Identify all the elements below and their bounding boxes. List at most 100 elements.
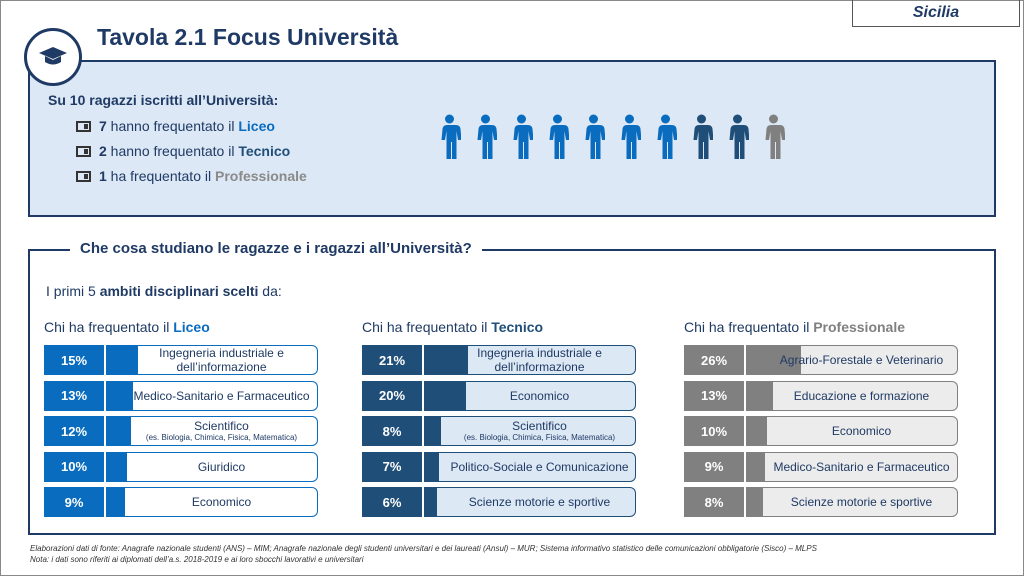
bar-fill [424,452,439,481]
percent-value: 12% [44,416,104,447]
discipline-row: 9% Medico-Sanitario e Farmaceutico [684,451,958,482]
discipline-row: 8% Scientifico (es. Biologia, Chimica, Fi… [362,416,636,447]
discipline-row: 26% Agrario-Forestale e Veterinario [684,345,958,375]
discipline-bar: Agrario-Forestale e Veterinario [746,345,958,375]
column-header: Chi ha frequentato il Tecnico [362,319,544,335]
bar-fill [746,452,765,481]
discipline-bar: Politico-Sociale e Comunicazione [424,451,636,482]
discipline-label: Politico-Sociale e Comunicazione [450,459,629,474]
bar-fill [106,417,132,446]
bar-fill [746,346,801,374]
percent-value: 15% [44,345,104,375]
book-icon [76,170,91,182]
person-icon [621,114,641,159]
percent-value: 13% [684,380,744,411]
discipline-bar: Economico [746,416,958,447]
discipline-row: 7% Politico-Sociale e Comunicazione [362,451,636,482]
summary-item: 2 hanno frequentato il Tecnico [76,143,290,159]
summary-item: 7 hanno frequentato il Liceo [76,118,275,134]
discipline-label: Scienze motorie e sportive [468,495,611,510]
bar-fill [746,417,768,446]
summary-item: 1 ha frequentato il Professionale [76,168,307,184]
discipline-bar: Scienze motorie e sportive [746,487,958,518]
source-note: Elaborazioni dati di fonte: Anagrafe naz… [30,544,817,553]
column-header: Chi ha frequentato il Professionale [684,319,906,335]
discipline-bar: Medico-Sanitario e Farmaceutico [746,451,958,482]
book-icon [76,120,91,132]
graduation-cap-icon [24,28,82,86]
percent-value: 10% [44,451,104,482]
discipline-bar: Educazione e formazione [746,380,958,411]
percent-value: 8% [362,416,422,447]
bar-fill [106,452,128,481]
discipline-label: Medico-Sanitario e Farmaceutico [133,388,310,403]
disciplines-section: Che cosa studiano le ragazze e i ragazzi… [28,240,996,535]
person-icon [441,114,461,159]
discipline-row: 12% Scientifico (es. Biologia, Chimica, F… [44,416,318,447]
data-note: Nota: i dati sono riferiti ai diplomati … [30,555,364,564]
percent-value: 6% [362,487,422,518]
bar-fill [106,381,134,410]
percent-value: 9% [44,487,104,518]
discipline-bar: Medico-Sanitario e Farmaceutico [106,380,318,411]
discipline-label: Ingegneria industriale e dell’informazio… [159,346,284,374]
discipline-row: 21% Ingegneria industriale e dell’inform… [362,345,636,375]
footnote: Elaborazioni dati di fonte: Anagrafe naz… [30,543,817,565]
discipline-label: Scientifico (es. Biologia, Chimica, Fisic… [463,419,616,443]
person-icon [693,114,713,159]
discipline-bar: Economico [106,487,318,518]
person-icon [513,114,533,159]
discipline-label: Economico [191,495,252,510]
bar-fill [424,346,469,374]
percent-value: 9% [684,451,744,482]
person-icon [657,114,677,159]
discipline-row: 13% Medico-Sanitario e Farmaceutico [44,380,318,411]
discipline-label: Scienze motorie e sportive [790,495,933,510]
discipline-label: Medico-Sanitario e Farmaceutico [773,459,950,474]
percent-value: 26% [684,345,744,375]
section-title: Che cosa studiano le ragazze e i ragazzi… [70,240,482,257]
summary-box: Su 10 ragazzi iscritti all’Università: 7… [28,60,996,217]
discipline-label: Ingegneria industriale e dell’informazio… [477,346,602,374]
discipline-row: 10% Economico [684,416,958,447]
column-liceo: Chi ha frequentato il Liceo 15% Ingegner… [44,319,318,523]
percent-value: 13% [44,380,104,411]
discipline-bar: Giuridico [106,451,318,482]
discipline-row: 13% Educazione e formazione [684,380,958,411]
book-icon [76,145,91,157]
discipline-bar: Scientifico (es. Biologia, Chimica, Fisic… [424,416,636,447]
discipline-label: Scientifico (es. Biologia, Chimica, Fisic… [145,419,298,443]
discipline-row: 8% Scienze motorie e sportive [684,487,958,518]
discipline-row: 20% Economico [362,380,636,411]
bar-fill [106,346,138,374]
bar-fill [424,381,467,410]
page-title: Tavola 2.1 Focus Università [97,24,399,50]
column-tecnico: Chi ha frequentato il Tecnico 21% Ingegn… [362,319,636,523]
percent-value: 21% [362,345,422,375]
discipline-bar: Scientifico (es. Biologia, Chimica, Fisic… [106,416,318,447]
percent-value: 7% [362,451,422,482]
discipline-row: 9% Economico [44,487,318,518]
discipline-label: Economico [831,424,892,439]
bar-fill [424,417,441,446]
bar-fill [106,488,125,517]
discipline-bar: Scienze motorie e sportive [424,487,636,518]
discipline-row: 15% Ingegneria industriale e dell’inform… [44,345,318,375]
person-icon [765,114,785,159]
discipline-bar: Ingegneria industriale e dell’informazio… [424,345,636,375]
people-pictogram [438,114,785,160]
person-icon [585,114,605,159]
bar-fill [424,488,437,517]
person-icon [729,114,749,159]
bar-fill [746,488,763,517]
person-icon [549,114,569,159]
discipline-label: Giuridico [197,459,246,474]
discipline-row: 6% Scienze motorie e sportive [362,487,636,518]
summary-lead: Su 10 ragazzi iscritti all’Università: [48,92,279,108]
column-header: Chi ha frequentato il Liceo [44,319,210,335]
person-icon [477,114,497,159]
bar-fill [746,381,774,410]
section-intro: I primi 5 ambiti disciplinari scelti da: [46,283,282,299]
discipline-bar: Economico [424,380,636,411]
discipline-label: Educazione e formazione [793,388,930,403]
